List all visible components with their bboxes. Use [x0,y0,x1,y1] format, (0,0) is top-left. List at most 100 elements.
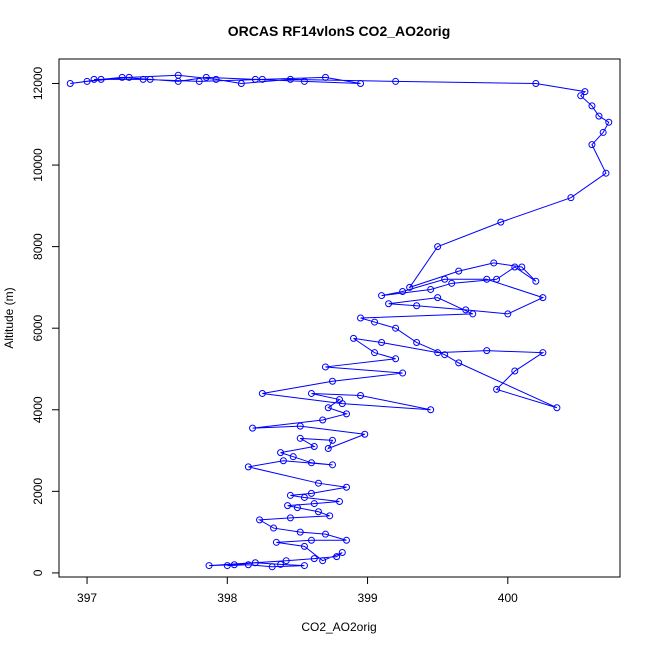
data-point [577,92,585,100]
data-point [300,562,308,570]
data-point [286,514,294,522]
data-point [455,359,463,367]
data-point [321,530,329,538]
data-point [371,318,379,326]
data-point [483,347,491,355]
data-point [605,118,613,126]
data-point [490,259,498,267]
data-point [336,498,343,506]
data-point [296,422,304,430]
data-point [256,516,264,524]
data-point [378,338,386,346]
data-point [455,267,463,275]
y-tick-label: 10000 [31,148,45,182]
data-point [202,73,210,81]
data-point [493,275,501,283]
data-point [272,538,280,546]
data-point [307,489,315,497]
chart-title: ORCAS RF14vlonS CO2_AO2orig [228,23,451,39]
data-point [511,367,519,375]
data-point [427,406,435,414]
data-point [223,562,231,570]
data-point [66,79,74,87]
y-axis: 0 2000 4000 6000 8000 10000 12000 [31,66,60,576]
data-point [399,369,407,377]
data-point [277,449,285,457]
data-point [328,436,336,444]
data-point [310,442,318,450]
data-point [392,324,400,332]
x-axis: 397 398 399 400 [77,576,518,605]
data-point [399,287,407,295]
data-point [249,424,257,432]
series-line [70,74,610,568]
data-point [532,79,540,87]
data-point [139,75,147,83]
data-point [97,75,105,83]
data-point [357,79,365,87]
x-tick-label: 397 [77,591,97,605]
data-point [300,542,308,550]
data-point [307,389,315,397]
data-point [286,491,294,499]
data-point [413,338,421,346]
data-point [324,445,332,453]
data-point [296,434,304,442]
data-point [321,73,329,81]
data-point [258,389,266,397]
data-point [497,218,505,226]
data-point [296,528,304,536]
data-point [277,560,285,568]
data-point [284,502,292,510]
data-point [244,561,252,569]
data-point [307,459,315,467]
data-point [205,562,213,570]
data-point [539,294,547,302]
data-point [511,263,519,271]
data-point [268,563,276,571]
data-point [230,561,238,569]
data-point [357,392,365,399]
data-point [483,275,491,283]
data-point [441,275,449,283]
data-point [469,310,477,318]
data-point [251,559,259,567]
data-point [282,557,290,565]
data-point [588,141,596,149]
data-point [286,75,294,83]
data-point [567,194,575,202]
y-tick-label: 4000 [31,396,45,423]
data-point [326,512,334,520]
x-axis-label: CO2_AO2orig [301,620,376,634]
data-point [125,73,133,81]
data-point [392,355,400,363]
y-tick-label: 2000 [31,478,45,505]
data-point [448,279,456,287]
data-point [83,77,91,85]
data-point [338,549,346,557]
x-tick-label: 399 [358,591,378,605]
data-point [462,306,470,314]
data-point [385,300,393,308]
y-tick-label: 0 [31,569,45,576]
data-point [434,349,442,357]
data-point [251,75,259,83]
data-point [307,536,315,544]
data-point [504,310,512,318]
data-point [237,79,245,87]
data-point [599,128,607,136]
data-point [319,416,327,424]
data-point [441,351,449,359]
data-point [146,75,154,83]
data-point [493,385,501,393]
data-point [328,461,336,469]
data-point [258,75,266,83]
data-point [195,77,203,85]
data-point [371,349,379,357]
y-tick-label: 6000 [31,315,45,342]
data-point [314,479,322,487]
data-point [328,377,336,385]
data-point [602,169,610,177]
data-point [270,524,278,532]
